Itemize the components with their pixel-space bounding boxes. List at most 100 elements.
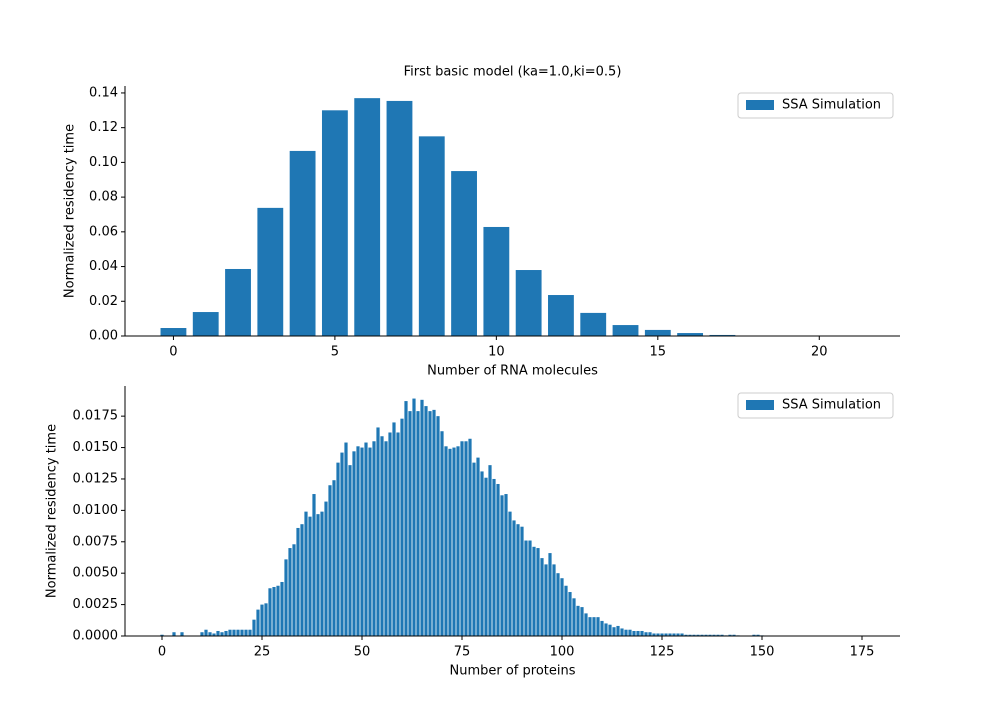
bar	[560, 578, 564, 636]
bar	[289, 150, 316, 336]
y-tick-label: 0.0175	[73, 409, 119, 424]
bar	[256, 609, 260, 636]
bar	[444, 446, 448, 636]
bar	[420, 399, 424, 636]
x-tick-label: 10	[488, 345, 505, 360]
bar	[236, 629, 240, 636]
bar	[624, 629, 628, 636]
bar	[321, 110, 348, 336]
bar	[548, 553, 552, 636]
bar	[532, 546, 536, 636]
bar	[508, 511, 512, 636]
bar	[360, 447, 364, 636]
bar	[228, 629, 232, 636]
x-tick-label: 20	[811, 345, 828, 360]
y-axis-label: Normalized residency time	[45, 424, 60, 598]
bar	[451, 171, 477, 336]
bar	[608, 624, 612, 636]
x-tick-label: 175	[850, 645, 875, 660]
bar	[688, 634, 692, 636]
bar	[404, 401, 408, 636]
bar	[436, 416, 440, 636]
y-tick-label: 0.0075	[73, 534, 119, 549]
bar	[428, 411, 432, 636]
bar	[704, 634, 708, 636]
x-tick-label: 0	[158, 645, 166, 660]
bar	[328, 485, 332, 636]
bar	[418, 136, 445, 336]
legend-box	[737, 92, 894, 119]
bar	[192, 312, 219, 336]
y-tick-label: 0.10	[89, 155, 118, 170]
bar	[616, 625, 620, 636]
bar	[424, 406, 428, 636]
bar	[396, 432, 400, 636]
legend-box	[737, 392, 894, 419]
bar	[440, 431, 444, 636]
bar	[752, 634, 756, 636]
bar	[354, 98, 381, 337]
bar	[580, 607, 584, 636]
bar	[552, 564, 556, 636]
bar	[524, 540, 528, 636]
bar	[388, 432, 392, 636]
x-tick-label: 150	[750, 645, 775, 660]
bar	[348, 465, 352, 636]
bar	[600, 620, 604, 636]
bar	[172, 632, 176, 636]
bar	[668, 633, 672, 636]
bar	[260, 604, 264, 636]
bar	[208, 632, 212, 636]
y-axis-label: Normalized residency time	[63, 124, 78, 298]
bar	[652, 633, 656, 636]
bar	[292, 544, 296, 636]
bar	[264, 603, 268, 636]
bar	[632, 630, 636, 636]
bar	[544, 564, 548, 636]
y-tick-label: 0.12	[89, 120, 118, 135]
bar	[732, 634, 736, 636]
bar	[248, 629, 252, 636]
bar	[556, 573, 560, 636]
bar	[280, 581, 284, 636]
bar	[483, 226, 510, 336]
legend-label: SSA Simulation	[782, 398, 881, 413]
bar	[596, 617, 600, 636]
bar	[160, 328, 187, 336]
bar	[488, 465, 492, 636]
bar	[684, 634, 688, 636]
bar	[656, 633, 660, 636]
x-tick-label: 15	[650, 345, 667, 360]
y-tick-label: 0.14	[89, 85, 118, 100]
bar	[484, 477, 488, 636]
bar	[224, 630, 228, 636]
bar	[564, 585, 568, 636]
chart-title: First basic model (ka=1.0,ki=0.5)	[404, 65, 622, 80]
bar	[636, 630, 640, 636]
bar	[528, 540, 532, 636]
bar	[200, 632, 204, 636]
bar	[416, 411, 420, 636]
bar	[612, 627, 616, 636]
bar	[392, 422, 396, 636]
x-tick-label: 125	[650, 645, 675, 660]
legend-swatch	[746, 100, 774, 110]
x-tick-label: 100	[550, 645, 575, 660]
bar	[709, 334, 736, 336]
bar	[468, 438, 472, 636]
bar	[604, 623, 608, 636]
bar	[452, 447, 456, 636]
bar	[460, 441, 464, 636]
bar	[160, 634, 164, 636]
bar	[660, 633, 664, 636]
bar	[676, 633, 680, 636]
bar	[412, 398, 416, 636]
bar	[504, 494, 508, 636]
bar	[516, 524, 520, 636]
bar	[400, 418, 404, 636]
y-tick-label: 0.04	[89, 259, 118, 274]
bar	[628, 629, 632, 636]
bar	[728, 634, 732, 636]
bar	[712, 634, 716, 636]
bar	[432, 409, 436, 636]
